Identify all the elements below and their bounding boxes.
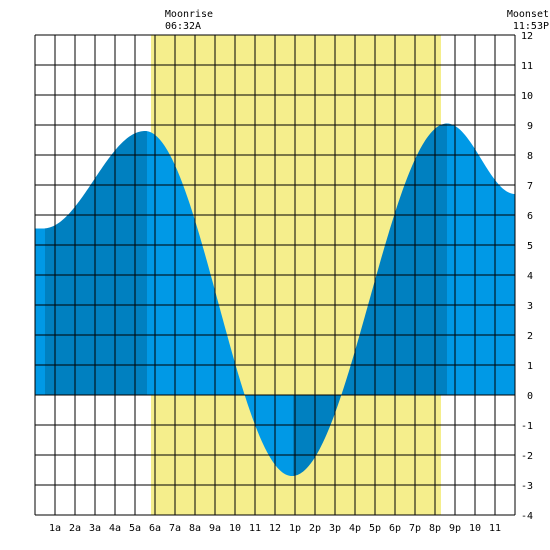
x-tick-label: 10 bbox=[469, 523, 481, 534]
y-tick-label: -1 bbox=[521, 421, 533, 432]
x-tick-label: 10 bbox=[229, 523, 241, 534]
moonset-label: Moonset bbox=[507, 9, 549, 20]
x-tick-label: 11 bbox=[249, 523, 261, 534]
x-tick-label: 7a bbox=[169, 523, 181, 534]
moonset-time: 11:53P bbox=[513, 21, 549, 32]
x-tick-label: 7p bbox=[409, 523, 421, 534]
x-tick-label: 3a bbox=[89, 523, 101, 534]
y-tick-label: 2 bbox=[527, 331, 533, 342]
x-tick-label: 5p bbox=[369, 523, 381, 534]
tide-segment bbox=[35, 228, 45, 395]
y-tick-label: 10 bbox=[521, 91, 533, 102]
y-tick-label: -2 bbox=[521, 451, 533, 462]
y-tick-label: 11 bbox=[521, 61, 533, 72]
tide-segment bbox=[147, 131, 293, 476]
x-tick-label: 8a bbox=[189, 523, 201, 534]
x-tick-label: 1p bbox=[289, 523, 301, 534]
x-tick-label: 3p bbox=[329, 523, 341, 534]
x-tick-label: 2a bbox=[69, 523, 81, 534]
tide-segment bbox=[447, 123, 515, 395]
grid bbox=[34, 34, 516, 516]
y-tick-label: 3 bbox=[527, 301, 533, 312]
x-tick-label: 11 bbox=[489, 523, 501, 534]
y-tick-label: 4 bbox=[527, 271, 533, 282]
y-tick-label: 9 bbox=[527, 121, 533, 132]
y-tick-label: 1 bbox=[527, 361, 533, 372]
x-tick-label: 4p bbox=[349, 523, 361, 534]
x-tick-label: 9p bbox=[449, 523, 461, 534]
y-tick-label: -3 bbox=[521, 481, 533, 492]
tide-segment bbox=[293, 123, 447, 476]
y-tick-label: 8 bbox=[527, 151, 533, 162]
x-axis-labels: 1a 2a 3a 4a 5a 6a 7a 8a 9a 10 11 12 1p 2p 3p 4p 5p 6p 7p 8p… bbox=[49, 523, 501, 534]
x-tick-label: 2p bbox=[309, 523, 321, 534]
x-tick-label: 9a bbox=[209, 523, 221, 534]
y-tick-label: 7 bbox=[527, 181, 533, 192]
x-tick-label: 6p bbox=[389, 523, 401, 534]
tide-area bbox=[35, 123, 515, 476]
y-tick-label: 5 bbox=[527, 241, 533, 252]
y-tick-label: 12 bbox=[521, 31, 533, 42]
x-tick-label: 1a bbox=[49, 523, 61, 534]
tide-segment bbox=[45, 131, 147, 395]
y-tick-label: 6 bbox=[527, 211, 533, 222]
moonrise-time: 06:32A bbox=[165, 21, 201, 32]
y-tick-label: -4 bbox=[521, 511, 533, 522]
y-tick-label: 0 bbox=[527, 391, 533, 402]
x-tick-label: 4a bbox=[109, 523, 121, 534]
moonrise-label: Moonrise bbox=[165, 9, 213, 20]
x-tick-label: 8p bbox=[429, 523, 441, 534]
x-tick-label: 5a bbox=[129, 523, 141, 534]
x-tick-label: 6a bbox=[149, 523, 161, 534]
x-tick-label: 12 bbox=[269, 523, 281, 534]
